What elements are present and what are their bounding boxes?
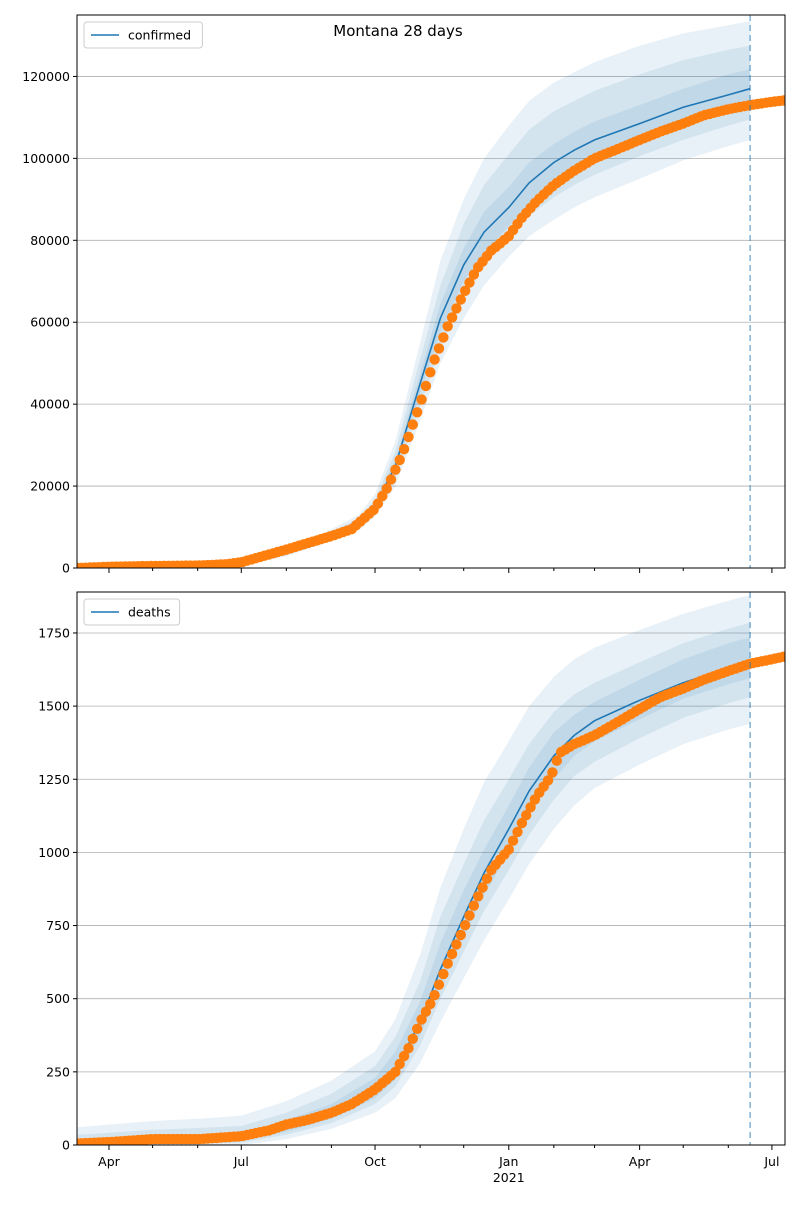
observed-point (425, 367, 436, 378)
observed-point (503, 844, 514, 855)
observed-point (433, 343, 445, 354)
observed-point (390, 1066, 401, 1078)
x-tick-label: Oct (364, 1154, 386, 1169)
y-tick-label: 1500 (38, 699, 70, 714)
observed-point (377, 490, 388, 502)
observed-point (516, 817, 528, 829)
observed-point (372, 498, 384, 509)
observed-point (473, 891, 484, 902)
y-tick-label: 120000 (22, 69, 70, 84)
uncertainty-band (77, 21, 751, 568)
y-tick-label: 750 (46, 918, 70, 933)
x-tick-label: Jan (498, 1154, 518, 1169)
observed-point (433, 979, 445, 990)
observed-point (460, 285, 471, 296)
observed-point (521, 810, 532, 821)
observed-point (778, 651, 785, 662)
observed-point (407, 1033, 418, 1045)
legend: deaths (83, 598, 181, 626)
x-tick-label: Jul (233, 1154, 249, 1169)
observed-point (464, 277, 475, 288)
observed-point (394, 1058, 405, 1070)
observed-point (525, 802, 536, 813)
observed-point (438, 332, 449, 343)
y-tick-label: 500 (46, 991, 70, 1006)
observed-point (416, 1014, 427, 1025)
observed-point (412, 1023, 423, 1034)
observed-point (416, 394, 427, 405)
observed-point (420, 380, 432, 392)
observed-point (460, 920, 471, 931)
y-tick-label: 100000 (22, 151, 70, 166)
x-tick-label: 2021 (493, 1170, 525, 1185)
observed-point (507, 835, 519, 846)
observed-point (381, 483, 392, 494)
confirmed-panel: 0 20000 40000 60000 80000 100000 120000 confirm… (22, 14, 786, 576)
observed-point (455, 929, 466, 941)
observed-point (398, 444, 410, 455)
legend-box (83, 598, 181, 626)
y-tick-label: 60000 (30, 315, 70, 330)
observed-point (420, 1006, 432, 1017)
axes-frame (76, 14, 786, 569)
observed-point (403, 431, 414, 443)
observed-point (407, 419, 418, 430)
uncertainty-band (77, 622, 751, 1145)
y-tick-label: 250 (46, 1064, 70, 1079)
observed-point (425, 998, 436, 1010)
observed-point (398, 1050, 410, 1062)
observed-point (390, 464, 401, 475)
x-tick-label: Jul (763, 1154, 779, 1169)
observed-point (778, 95, 785, 106)
legend-box (83, 21, 203, 49)
observed-point (442, 958, 453, 969)
uncertainty-band (77, 594, 751, 1145)
axes-frame (76, 591, 786, 1146)
y-tick-label: 40000 (30, 397, 70, 412)
observed-point (442, 321, 453, 332)
observed-point (468, 900, 480, 911)
observed-point (481, 873, 493, 884)
observed-point (438, 968, 449, 980)
observed-point (512, 826, 523, 838)
y-tick-label: 0 (62, 561, 70, 576)
deaths-panel: 0 250 500 750 1000 1250 1500 1750 Apr Jul Oct Jan20… (38, 591, 786, 1185)
legend: confirmed (83, 21, 203, 49)
observed-point (451, 939, 462, 950)
y-tick-label: 1000 (38, 845, 70, 860)
x-tick-label: Apr (629, 1154, 651, 1169)
observed-point (542, 775, 554, 786)
y-tick-label: 20000 (30, 479, 70, 494)
observed-point (455, 294, 466, 305)
y-tick-label: 0 (62, 1138, 70, 1153)
observed-point (385, 474, 397, 485)
x-tick-label: Apr (98, 1154, 120, 1169)
observed-point (429, 354, 440, 365)
observed-point (446, 312, 458, 323)
legend-label: confirmed (128, 28, 191, 43)
uncertainty-band (77, 45, 751, 568)
observed-point (464, 910, 475, 921)
figure-title: Montana 28 days (333, 22, 463, 40)
observed-point (394, 454, 405, 466)
legend-label: deaths (128, 605, 171, 620)
observed-point (551, 755, 562, 766)
observed-point (403, 1043, 414, 1054)
y-tick-label: 1250 (38, 772, 70, 787)
y-tick-label: 80000 (30, 233, 70, 248)
observed-point (446, 948, 458, 960)
observed-point (477, 882, 488, 893)
observed-point (429, 990, 440, 1001)
observed-point (547, 767, 558, 778)
observed-point (412, 407, 423, 418)
y-tick-label: 1750 (38, 625, 70, 640)
observed-point (451, 303, 462, 314)
